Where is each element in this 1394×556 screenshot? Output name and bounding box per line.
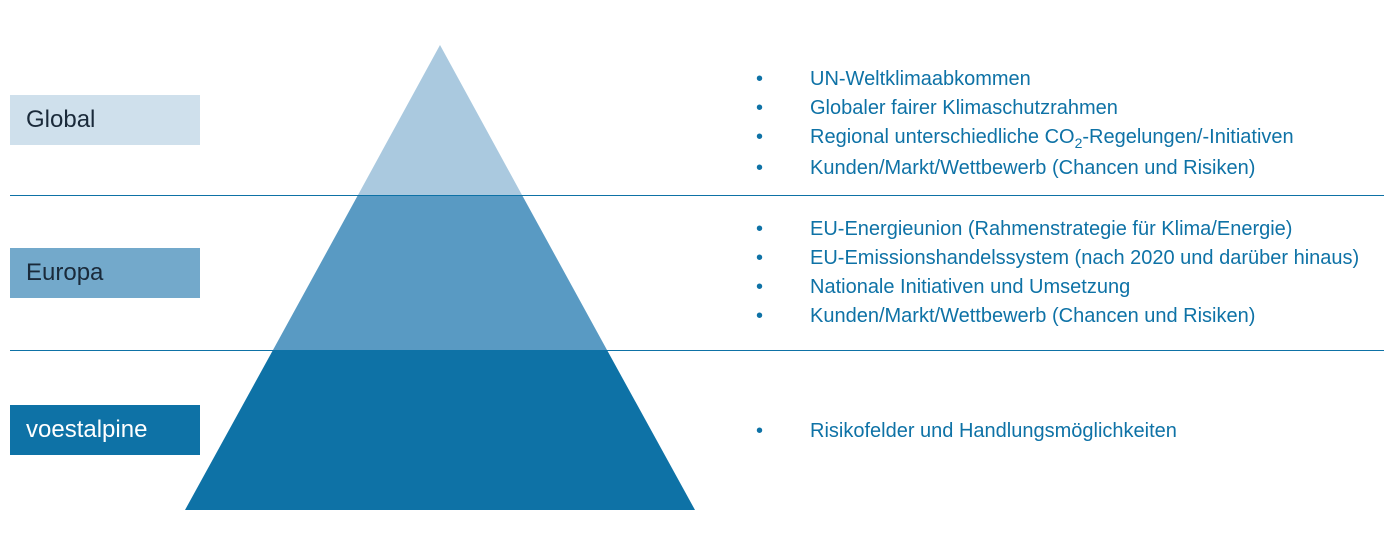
bullet-text: Kunden/Markt/Wettbewerb (Chancen und Ris… bbox=[810, 157, 1370, 180]
bullet-text: Globaler fairer Klimaschutzrahmen bbox=[810, 97, 1370, 120]
bullet-text: EU-Emissionshandelssystem (nach 2020 und… bbox=[810, 247, 1370, 270]
tier-label-europa-text: Europa bbox=[26, 259, 103, 287]
bullet-text: Kunden/Markt/Wettbewerb (Chancen und Ris… bbox=[810, 305, 1370, 328]
bullets-voestalpine: • Risikofelder und Handlungsmöglichkeite… bbox=[750, 420, 1370, 449]
bullets-europa: • EU-Energieunion (Rahmenstrategie für K… bbox=[750, 218, 1370, 334]
bullet-text: UN-Weltklimaabkommen bbox=[810, 68, 1370, 91]
pyramid-infographic: Global Europa voestalpine • UN-Weltklima… bbox=[0, 0, 1394, 556]
bullet-text: Regional unterschiedliche CO2-Regelungen… bbox=[810, 126, 1370, 151]
bullet-text: Risikofelder und Handlungsmöglichkeiten bbox=[810, 420, 1370, 443]
bullet-text: EU-Energieunion (Rahmenstrategie für Kli… bbox=[810, 218, 1370, 241]
bullet-icon: • bbox=[750, 218, 810, 241]
bullet-text: Nationale Initiativen und Umsetzung bbox=[810, 276, 1370, 299]
bullet-icon: • bbox=[750, 305, 810, 328]
bullet-icon: • bbox=[750, 276, 810, 299]
list-item: • Regional unterschiedliche CO2-Regelung… bbox=[750, 126, 1370, 151]
list-item: • EU-Energieunion (Rahmenstrategie für K… bbox=[750, 218, 1370, 241]
bullet-icon: • bbox=[750, 126, 810, 149]
bullet-icon: • bbox=[750, 97, 810, 120]
tier-label-europa: Europa bbox=[10, 248, 200, 298]
bullet-icon: • bbox=[750, 247, 810, 270]
divider-2 bbox=[10, 350, 1384, 351]
divider-1 bbox=[10, 195, 1384, 196]
list-item: • Kunden/Markt/Wettbewerb (Chancen und R… bbox=[750, 157, 1370, 180]
bullet-icon: • bbox=[750, 420, 810, 443]
list-item: • UN-Weltklimaabkommen bbox=[750, 68, 1370, 91]
tier-label-voestalpine: voestalpine bbox=[10, 405, 200, 455]
tier-label-global: Global bbox=[10, 95, 200, 145]
bullets-global: • UN-Weltklimaabkommen • Globaler fairer… bbox=[750, 68, 1370, 186]
tier-label-voestalpine-text: voestalpine bbox=[26, 416, 147, 444]
list-item: • Kunden/Markt/Wettbewerb (Chancen und R… bbox=[750, 305, 1370, 328]
bullet-icon: • bbox=[750, 157, 810, 180]
tier-label-global-text: Global bbox=[26, 106, 95, 134]
list-item: • Nationale Initiativen und Umsetzung bbox=[750, 276, 1370, 299]
list-item: • EU-Emissionshandelssystem (nach 2020 u… bbox=[750, 247, 1370, 270]
list-item: • Risikofelder und Handlungsmöglichkeite… bbox=[750, 420, 1370, 443]
list-item: • Globaler fairer Klimaschutzrahmen bbox=[750, 97, 1370, 120]
bullet-icon: • bbox=[750, 68, 810, 91]
